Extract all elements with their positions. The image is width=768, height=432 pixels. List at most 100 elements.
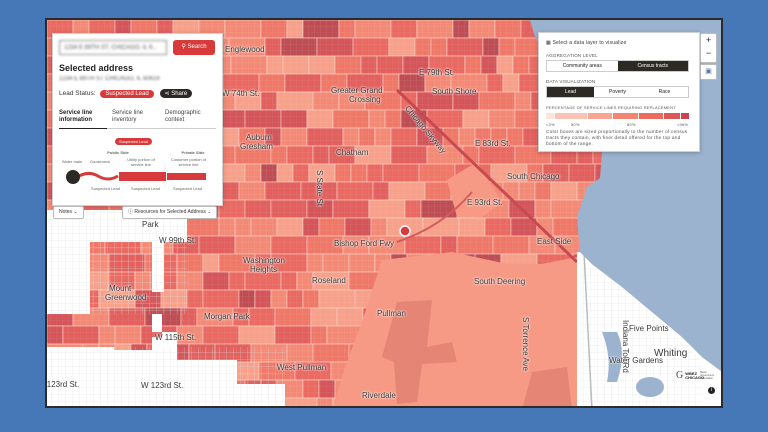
layer-prompt: ▦ Select a data layer to visualize: [546, 40, 626, 46]
service-line-diagram: [66, 164, 206, 186]
gooseneck-label: Gooseneck: [89, 159, 111, 164]
legend-swatch: [555, 113, 588, 119]
share-icon: ⋖: [164, 91, 172, 97]
option-lead[interactable]: Lead: [547, 87, 594, 97]
customer-status: Suspected Lead: [173, 186, 202, 191]
zoom-in-button[interactable]: +: [705, 35, 712, 45]
map-label: Heights: [250, 265, 278, 274]
aggregation-label: AGGREGATION LEVEL: [546, 53, 598, 58]
wbez-logo-text: WBEZ CHICAGO: [685, 370, 705, 380]
diagram-badge: Suspected Lead: [115, 138, 152, 145]
notes-label: Notes: [59, 209, 73, 215]
bga-logo-icon: G: [676, 370, 684, 381]
map-label: S State St: [315, 170, 324, 207]
map-label: Crossing: [349, 95, 381, 104]
zoom-out-button[interactable]: −: [705, 48, 712, 58]
viz-label: DATA VISUALIZATION: [546, 79, 596, 84]
map-label: S Torrence Ave: [521, 317, 530, 371]
lead-status-badge: Suspected Lead: [100, 90, 154, 98]
calumet-area: [333, 252, 577, 406]
map-label: Morgan Park: [204, 312, 250, 321]
selected-address-heading: Selected address: [59, 63, 134, 73]
address-search-input[interactable]: 1234 E 89TH ST, CHICAGO, IL 6...: [59, 40, 167, 55]
water-main-label: Water main: [61, 159, 83, 164]
legend-tick: >96%: [677, 122, 689, 127]
legend-swatch: [588, 113, 613, 119]
map-label: Water Gardens: [609, 356, 663, 365]
option-community-areas[interactable]: Community areas: [562, 63, 602, 69]
map-label: Whiting: [654, 348, 688, 359]
public-side-label: Public Side: [107, 150, 129, 155]
map-label: E 83rd St.: [475, 139, 511, 148]
address-panel: 1234 E 89TH ST, CHICAGO, IL 6... ⚲ Searc…: [52, 33, 223, 206]
resources-label: Resources for Selected Address: [134, 209, 206, 215]
selected-address-text: 1234 E 89TH ST CHICAGO, IL 60619: [59, 76, 160, 82]
legend-swatch: [680, 113, 689, 119]
map-label: Roseland: [312, 276, 346, 285]
census-tract[interactable]: [720, 235, 723, 255]
tab-service-line-information[interactable]: Service line information: [59, 110, 107, 129]
notes-button[interactable]: Notes ⌄: [53, 206, 84, 219]
legend-swatch: [546, 113, 555, 119]
legend-color-bar: [546, 113, 689, 119]
map-label: W 99th St.: [159, 236, 197, 245]
viz-toggle: Lead Poverty Race: [546, 86, 689, 98]
search-button-label: Search: [187, 44, 207, 50]
map-label: Pullman: [377, 309, 406, 318]
map-label: South Deering: [474, 277, 526, 286]
map-label: Bishop Ford Fwy: [334, 239, 395, 248]
aggregation-toggle: Community areas Census tracts: [546, 60, 689, 72]
map-label: Auburn: [246, 133, 272, 142]
map-label: South Shore: [432, 87, 477, 96]
data-layer-panel: ▦ Select a data layer to visualize AGGRE…: [538, 32, 700, 152]
chicago-skyway-road: [395, 88, 579, 264]
tab-demographic-context[interactable]: Demographic context: [165, 110, 201, 123]
legend-tick: 89%: [627, 122, 636, 127]
map-label: Park: [142, 220, 159, 229]
chevron-down-icon: ⌄: [207, 209, 212, 215]
option-race[interactable]: Race: [658, 89, 671, 95]
map-label: Washington: [243, 256, 285, 265]
layers-button[interactable]: ▣: [700, 64, 717, 80]
chevron-down-icon: ⌄: [73, 209, 78, 215]
map-label: W 123rd St.: [46, 380, 80, 389]
map-label: E 93rd St.: [467, 198, 503, 207]
map-label: South Chicago: [507, 172, 560, 181]
map-label: Chatham: [336, 148, 369, 157]
layers-icon: ▣: [705, 68, 712, 75]
gooseneck-status: Suspected Lead: [91, 186, 120, 191]
info-icon: ⓘ: [128, 209, 135, 215]
info-icon[interactable]: i: [708, 387, 715, 394]
legend-swatch: [663, 113, 680, 119]
legend-swatch: [613, 113, 638, 119]
utility-portion-label: Utility portion of service line: [127, 157, 155, 167]
resources-button[interactable]: ⓘ Resources for Selected Address ⌄: [122, 206, 218, 219]
layers-icon: ▦: [546, 40, 553, 46]
option-poverty[interactable]: Poverty: [609, 89, 626, 95]
customer-portion-label: Customer portion of service line: [170, 157, 207, 167]
map-label: E 79th St.: [419, 68, 455, 77]
bga-logo-text: Better Government Association: [700, 371, 714, 380]
search-button[interactable]: ⚲ Search: [173, 40, 215, 55]
map-label: W 74th St.: [222, 89, 260, 98]
map-label: Five Points: [629, 324, 669, 333]
map-label: Greenwood: [105, 293, 147, 302]
legend-tick: <3%: [546, 122, 555, 127]
lake-calumet: [382, 300, 572, 406]
search-icon: ⚲: [181, 44, 188, 50]
private-side-label: Private Side: [181, 150, 205, 155]
legend-note: Color boxes are sized proportionally to …: [546, 130, 688, 147]
map-label: W 115th St.: [155, 333, 197, 342]
selected-address-marker[interactable]: [399, 225, 411, 237]
share-button[interactable]: ⋖ Share: [159, 89, 193, 98]
map-label: East Side: [537, 237, 572, 246]
map-label: West Pullman: [277, 363, 327, 372]
map-label: W 123rd St.: [141, 381, 184, 390]
utility-status: Suspected Lead: [131, 186, 160, 191]
panel-tabs: Service line information Service line in…: [59, 110, 216, 129]
tab-service-line-inventory[interactable]: Service line inventory: [112, 110, 144, 123]
legend-title: PERCENTAGE OF SERVICE LINES REQUIRING RE…: [546, 105, 676, 110]
option-census-tracts[interactable]: Census tracts: [617, 61, 688, 71]
map-label: Riverdale: [362, 391, 396, 400]
map-label: Mount: [109, 284, 132, 293]
